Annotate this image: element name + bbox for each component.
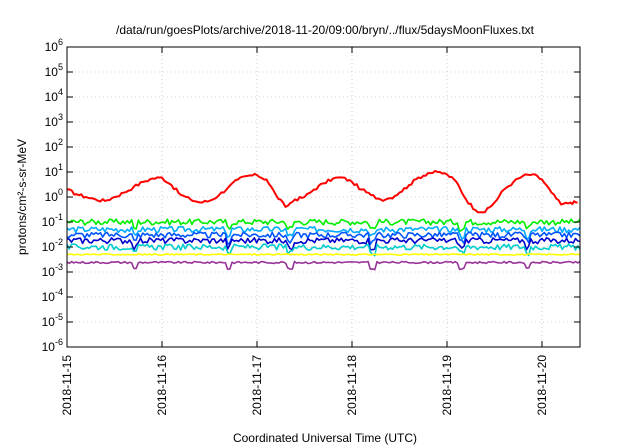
- y-axis-label: protons/cm²-s-sr-MeV: [15, 139, 29, 255]
- series-line-7: [66, 260, 581, 271]
- y-tick-label: 101: [45, 162, 63, 179]
- y-tick-label: 106: [45, 37, 63, 54]
- series-line-5: [66, 243, 581, 257]
- y-tick-label: 103: [45, 112, 63, 129]
- x-axis-label: Coordinated Universal Time (UTC): [233, 431, 417, 445]
- y-tick-label: 10-1: [42, 212, 63, 229]
- chart-title: /data/run/goesPlots/archive/2018-11-20/0…: [116, 23, 535, 37]
- y-tick-label: 104: [45, 87, 63, 104]
- series-line-6: [67, 253, 581, 256]
- y-tick-label: 100: [45, 187, 63, 204]
- grid-lines: [67, 47, 580, 347]
- x-tick-label: 2018-11-15: [60, 355, 74, 416]
- series-line-4: [66, 237, 581, 251]
- x-tick-label: 2018-11-16: [155, 355, 169, 416]
- x-tick-label: 2018-11-17: [250, 355, 264, 416]
- x-tick-label: 2018-11-19: [440, 355, 454, 416]
- series-line-0: [66, 169, 578, 214]
- x-tick-label: 2018-11-18: [345, 355, 359, 416]
- x-tick-label: 2018-11-20: [535, 355, 549, 416]
- y-tick-label: 10-2: [42, 237, 63, 254]
- series-line-1: [66, 218, 581, 233]
- y-tick-label: 102: [45, 137, 63, 154]
- y-tick-label: 10-6: [42, 337, 63, 354]
- x-axis: 2018-11-15 2018-11-16 2018-11-17 2018-11-18…: [60, 47, 549, 416]
- data-series: [66, 169, 581, 271]
- series-line-2: [66, 225, 581, 240]
- y-tick-label: 10-5: [42, 312, 63, 329]
- series-line-3: [66, 231, 581, 246]
- y-tick-label: 10-3: [42, 262, 63, 279]
- y-tick-label: 10-4: [42, 287, 63, 304]
- y-tick-label: 105: [45, 62, 63, 79]
